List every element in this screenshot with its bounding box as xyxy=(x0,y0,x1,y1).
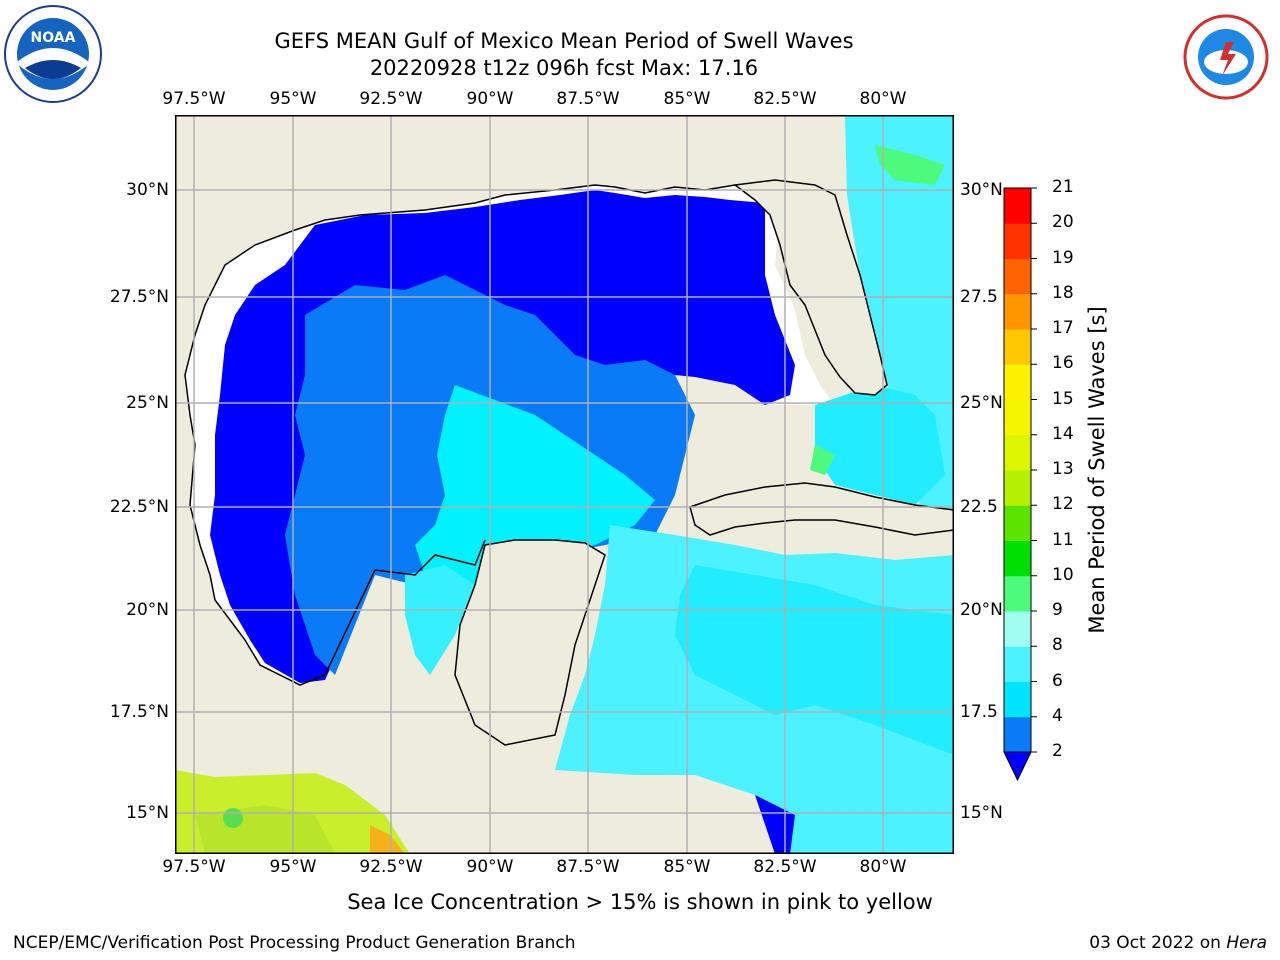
colorbar-label: Mean Period of Swell Waves [s] xyxy=(1085,306,1109,634)
lat-label-right: 25°N xyxy=(960,393,1003,413)
map-frame xyxy=(175,115,954,854)
lat-label-right: 15°N xyxy=(960,803,1003,823)
pacific-green-patch xyxy=(223,808,243,828)
caribbean-swell-inner xyxy=(675,565,954,755)
colorbar-tick-label: 17 xyxy=(1052,318,1074,338)
colorbar-tick-label: 19 xyxy=(1052,247,1074,268)
colorbar-bin xyxy=(1004,399,1031,436)
colorbar-bin xyxy=(1004,293,1031,330)
bahamas-green-patch xyxy=(810,445,835,475)
map-title: GEFS MEAN Gulf of Mexico Mean Period of … xyxy=(274,29,854,53)
lon-label-bottom: 80°W xyxy=(859,857,907,877)
lat-label-right: 30°N xyxy=(960,180,1003,200)
colorbar-bin xyxy=(1004,258,1031,295)
colorbar-bin xyxy=(1004,470,1031,506)
colorbar-tick-label: 16 xyxy=(1052,353,1074,374)
colorbar-bin xyxy=(1004,329,1031,365)
colorbar-tick-label: 20 xyxy=(1052,212,1074,233)
colorbar-bin xyxy=(1004,188,1031,224)
footer-date-text: 03 Oct 2022 on xyxy=(1089,933,1227,953)
colorbar-bin xyxy=(1004,540,1031,577)
colorbar-tick-label: 15 xyxy=(1052,388,1074,409)
colorbar-bin xyxy=(1004,364,1031,400)
sea-ice-note: Sea Ice Concentration > 15% is shown in … xyxy=(347,890,933,914)
map-panel xyxy=(175,115,954,854)
colorbar-tick-label: 21 xyxy=(1052,177,1074,197)
colorbar-tick-label: 18 xyxy=(1052,282,1074,303)
atlantic-green-patch xyxy=(875,145,945,185)
colorbar-bin xyxy=(1004,434,1031,471)
colorbar xyxy=(1003,187,1037,782)
bahamas-swell xyxy=(815,385,945,505)
lat-label-left: 25°N xyxy=(126,393,169,413)
colorbar-tick-label: 14 xyxy=(1052,423,1074,444)
colorbar-bin xyxy=(1004,716,1031,753)
us-coastline xyxy=(359,184,736,216)
lat-label-left: 22.5°N xyxy=(109,497,169,517)
mexico-coastline xyxy=(184,214,486,686)
lon-label-top: 85°W xyxy=(663,89,711,109)
colorbar-tick-label: 12 xyxy=(1052,494,1074,515)
colorbar-tick-label: 10 xyxy=(1052,564,1074,585)
florida-land xyxy=(733,179,888,396)
colorbar-extend-min xyxy=(1003,751,1032,782)
lon-label-bottom: 97.5°W xyxy=(162,857,226,877)
map-subtitle: 20220928 t12z 096h fcst Max: 17.16 xyxy=(369,56,759,80)
colorbar-tick-label: 11 xyxy=(1052,529,1074,550)
colorbar-tick-label: 9 xyxy=(1052,600,1063,620)
lat-label-right: 22.5 xyxy=(960,497,998,517)
colorbar-tick-label: 4 xyxy=(1052,705,1063,726)
colorbar-tick-label: 8 xyxy=(1052,635,1063,656)
nws-logo xyxy=(1178,14,1278,100)
lon-label-bottom: 82.5°W xyxy=(753,857,817,877)
lon-label-bottom: 95°W xyxy=(269,857,317,877)
lat-label-right: 27.5 xyxy=(960,287,998,307)
yucatan-land xyxy=(454,539,606,746)
lon-label-top: 87.5°W xyxy=(556,89,620,109)
colorbar-tick-label: 2 xyxy=(1052,741,1063,761)
colorbar-bin xyxy=(1004,505,1031,541)
cuba-land xyxy=(689,482,954,536)
lon-label-bottom: 85°W xyxy=(663,857,711,877)
lon-label-bottom: 87.5°W xyxy=(556,857,620,877)
lon-label-top: 97.5°W xyxy=(162,89,226,109)
lat-label-left: 20°N xyxy=(126,600,169,620)
colorbar-bin xyxy=(1004,611,1031,647)
colorbar-bin xyxy=(1004,223,1031,259)
svg-text:NOAA: NOAA xyxy=(31,30,76,46)
lat-label-right: 17.5 xyxy=(960,702,998,722)
noaa-logo: NOAA xyxy=(3,4,103,104)
graticule xyxy=(175,115,954,854)
footer-host: Hera xyxy=(1226,933,1267,953)
lat-label-left: 27.5°N xyxy=(109,287,169,307)
pacific-orange-patch xyxy=(370,825,405,854)
colorbar-bin xyxy=(1004,681,1031,718)
lon-label-bottom: 90°W xyxy=(466,857,514,877)
footer-date: 03 Oct 2022 on Hera xyxy=(1089,933,1267,953)
lon-label-bottom: 92.5°W xyxy=(359,857,423,877)
cyan-swell-campeche xyxy=(405,565,475,675)
lon-label-top: 80°W xyxy=(859,89,907,109)
lon-label-top: 90°W xyxy=(466,89,514,109)
lat-label-right: 20°N xyxy=(960,600,1003,620)
colorbar-bin xyxy=(1004,575,1031,612)
colorbar-tick-label: 13 xyxy=(1052,459,1074,479)
cyan-swell-gulf xyxy=(415,385,655,585)
colorbar-bin xyxy=(1004,646,1031,682)
lat-label-left: 17.5°N xyxy=(109,702,169,722)
lon-label-top: 95°W xyxy=(269,89,317,109)
colorbar-tick-label: 6 xyxy=(1052,670,1063,691)
lon-label-top: 82.5°W xyxy=(753,89,817,109)
lat-label-left: 15°N xyxy=(126,803,169,823)
footer-producer: NCEP/EMC/Verification Post Processing Pr… xyxy=(13,933,576,953)
lat-label-left: 30°N xyxy=(126,180,169,200)
lon-label-top: 92.5°W xyxy=(359,89,423,109)
